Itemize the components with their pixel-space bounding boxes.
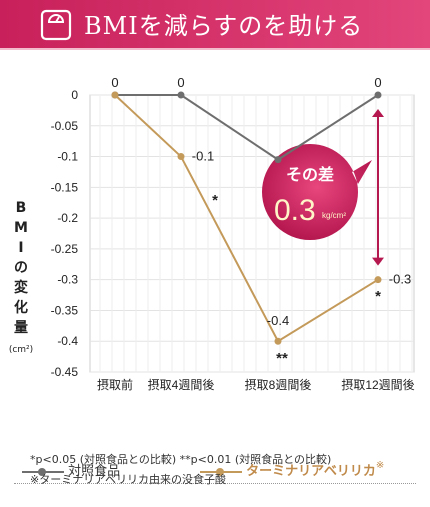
x-tick-label: 摂取8週間後 <box>245 377 312 392</box>
difference-badge-value: 0.3 <box>274 194 316 227</box>
data-point <box>111 91 119 99</box>
legend-item-control: 対照食品 <box>22 460 120 479</box>
y-axis-label-char: B <box>15 200 27 216</box>
y-tick-label: -0.3 <box>57 273 78 287</box>
data-label: 0 <box>177 75 184 90</box>
x-tick-label: 摂取12週間後 <box>341 377 414 392</box>
difference-arrow-head-top <box>372 109 384 117</box>
data-label: -0.3 <box>389 272 411 287</box>
footnote-significance: *p<0.05 (対照食品との比較) **p<0.01 (対照食品との比較) <box>30 453 332 466</box>
x-tick-label: 摂取4週間後 <box>148 377 215 392</box>
y-axis-label-char: の <box>14 260 28 276</box>
y-tick-label: -0.2 <box>57 211 78 225</box>
y-axis-label-char: I <box>18 240 24 256</box>
y-tick-label: -0.25 <box>51 242 79 256</box>
data-label: 0 <box>111 75 118 90</box>
difference-badge: その差 0.3 kg/cm² <box>262 144 372 240</box>
difference-badge-bubble <box>262 144 372 240</box>
data-point <box>274 337 282 345</box>
y-tick-label: -0.15 <box>51 180 79 194</box>
footnotes: *p<0.05 (対照食品との比較) **p<0.01 (対照食品との比較) ※… <box>30 450 331 490</box>
data-point <box>274 156 282 164</box>
data-point <box>374 276 382 284</box>
difference-arrow-head-bottom <box>372 257 384 266</box>
y-tick-label: -0.4 <box>57 334 78 348</box>
plot-area <box>89 94 415 373</box>
legend-item-terminalia: ターミナリアベリリカ※ <box>200 460 384 479</box>
scale-icon <box>40 9 72 41</box>
y-tick-label: -0.05 <box>51 119 79 133</box>
series-line-0 <box>115 94 379 161</box>
legend-label-terminalia: ターミナリアベリリカ <box>246 464 376 479</box>
y-axis-unit: (cm²) <box>8 345 34 355</box>
legend: 対照食品 ターミナリアベリリカ※ <box>14 457 424 481</box>
footnote-source: ※ターミナリアベリリカ由来の没食子酸 <box>30 473 226 486</box>
bmi-change-chart: 0 -0.05 -0.1 -0.15 -0.2 -0.25 -0.3 -0.35 -0.4 -0.… <box>51 75 415 392</box>
data-label: -0.4 <box>267 313 289 328</box>
y-axis-label-char: M <box>14 220 28 236</box>
difference-badge-unit: kg/cm² <box>322 211 346 220</box>
difference-badge-label: その差 <box>286 165 334 184</box>
data-point <box>177 91 185 99</box>
y-tick-label: -0.1 <box>57 150 78 164</box>
y-axis-label-char: 量 <box>14 320 28 336</box>
data-label: 0 <box>374 75 381 90</box>
legend-label-control: 対照食品 <box>68 464 121 479</box>
legend-divider <box>14 483 416 484</box>
significance-mark: ** <box>276 350 288 367</box>
data-point <box>177 153 185 161</box>
chart-area: 0 -0.05 -0.1 -0.15 -0.2 -0.25 -0.3 -0.35 -0.4 -0.… <box>0 50 430 507</box>
significance-mark: * <box>375 288 381 305</box>
y-axis-label-char: 化 <box>14 300 28 316</box>
header-banner: BMIを減らすのを助ける <box>0 0 430 50</box>
y-tick-label: -0.45 <box>51 365 79 379</box>
legend-mark-terminalia: ※ <box>375 460 385 471</box>
data-label: -0.1 <box>192 149 214 164</box>
header-title: BMIを減らすのを助ける <box>84 12 364 40</box>
y-tick-label: -0.35 <box>51 303 79 317</box>
x-tick-label: 摂取前 <box>97 377 133 392</box>
significance-mark: * <box>212 192 218 209</box>
y-tick-label: 0 <box>71 88 78 102</box>
series-line-1 <box>114 94 379 343</box>
data-point <box>374 91 382 99</box>
y-axis-label-char: 変 <box>14 280 28 296</box>
